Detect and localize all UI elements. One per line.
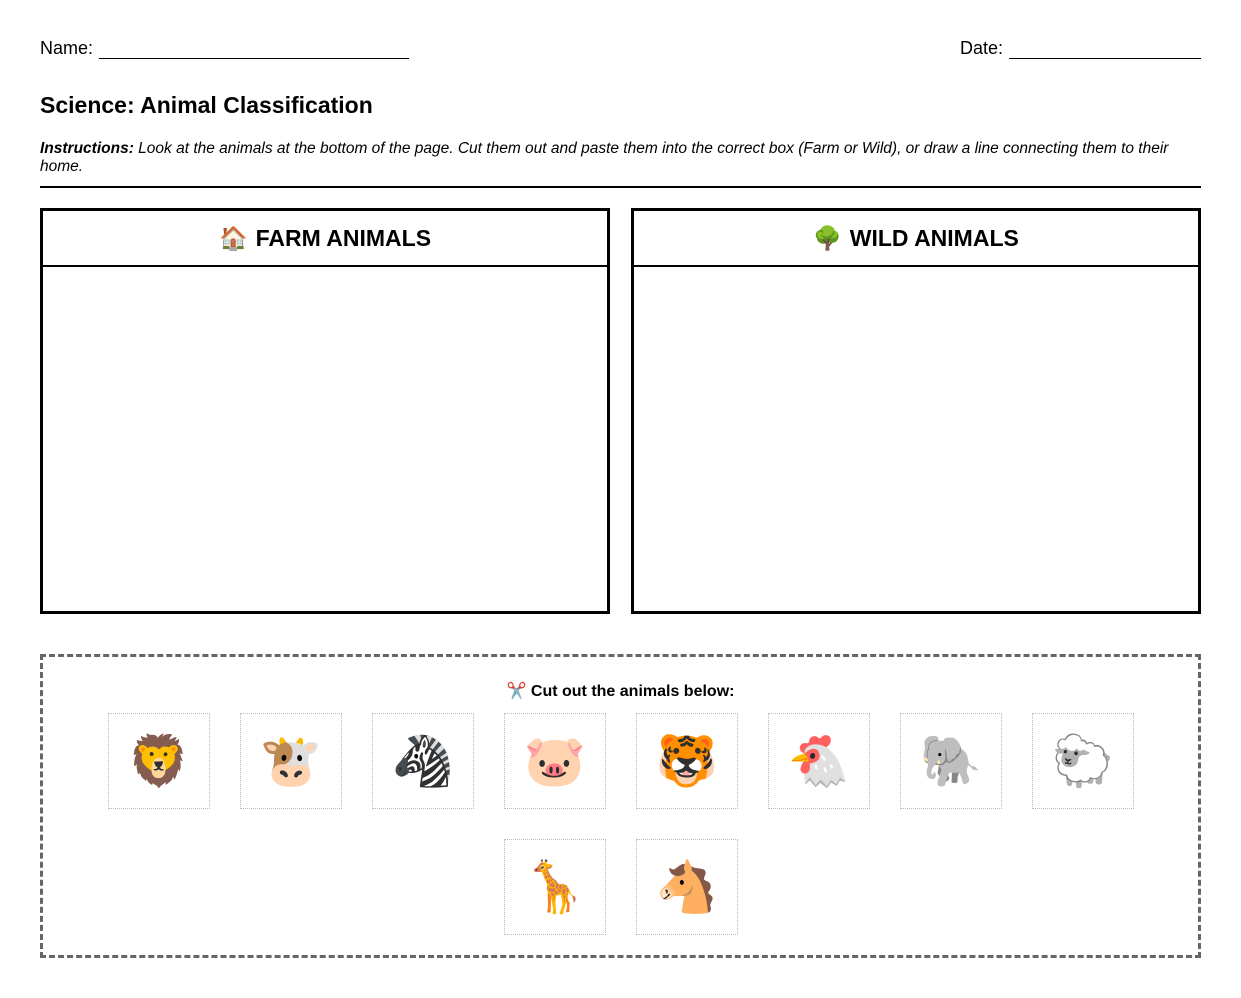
elephant-icon: 🐘 (919, 732, 983, 789)
farm-title: FARM ANIMALS (255, 224, 432, 251)
date-field[interactable]: Date: (960, 38, 1201, 59)
animal-card-chicken[interactable]: 🐔 (768, 713, 870, 809)
animal-card-sheep[interactable]: 🐑 (1032, 713, 1134, 809)
horse-icon: 🐴 (655, 858, 719, 915)
lion-icon: 🦁 (127, 732, 191, 789)
tiger-icon: 🐯 (655, 732, 719, 789)
header: Name: Date: (40, 38, 1201, 59)
animal-card-lion[interactable]: 🦁 (108, 713, 210, 809)
wild-title: WILD ANIMALS (849, 224, 1019, 251)
scissors-icon: ✂️ (506, 683, 527, 700)
name-field[interactable]: Name: (40, 38, 410, 59)
wild-animals-box[interactable]: 🌳 WILD ANIMALS (631, 208, 1201, 614)
page-title: Science: Animal Classification (40, 92, 373, 118)
instructions-text: Look at the animals at the bottom of the… (40, 140, 1169, 175)
animal-card-giraffe[interactable]: 🦒 (504, 839, 606, 935)
date-blank[interactable] (1009, 39, 1201, 59)
house-icon: 🏠 (218, 224, 248, 251)
pig-icon: 🐷 (523, 732, 587, 789)
instructions-label: Instructions: (40, 140, 134, 157)
animal-card-pig[interactable]: 🐷 (504, 713, 606, 809)
instructions: Instructions: Look at the animals at the… (40, 140, 1201, 188)
animal-card-tiger[interactable]: 🐯 (636, 713, 738, 809)
farm-animals-box[interactable]: 🏠 FARM ANIMALS (40, 208, 610, 614)
animal-card-horse[interactable]: 🐴 (636, 839, 738, 935)
name-label: Name: (40, 38, 94, 58)
chicken-icon: 🐔 (787, 732, 851, 789)
sheep-icon: 🐑 (1051, 732, 1115, 789)
animal-card-cow[interactable]: 🐮 (240, 713, 342, 809)
cutout-title: Cut out the animals below: (530, 683, 735, 700)
animal-card-zebra[interactable]: 🦓 (372, 713, 474, 809)
zebra-icon: 🦓 (391, 732, 455, 789)
cow-icon: 🐮 (259, 732, 323, 789)
giraffe-icon: 🦒 (523, 858, 587, 915)
animal-card-elephant[interactable]: 🐘 (900, 713, 1002, 809)
cutout-area: ✂️ Cut out the animals below: (40, 654, 1201, 958)
tree-icon: 🌳 (813, 224, 842, 251)
name-blank[interactable] (99, 39, 410, 59)
date-label: Date: (959, 38, 1003, 58)
